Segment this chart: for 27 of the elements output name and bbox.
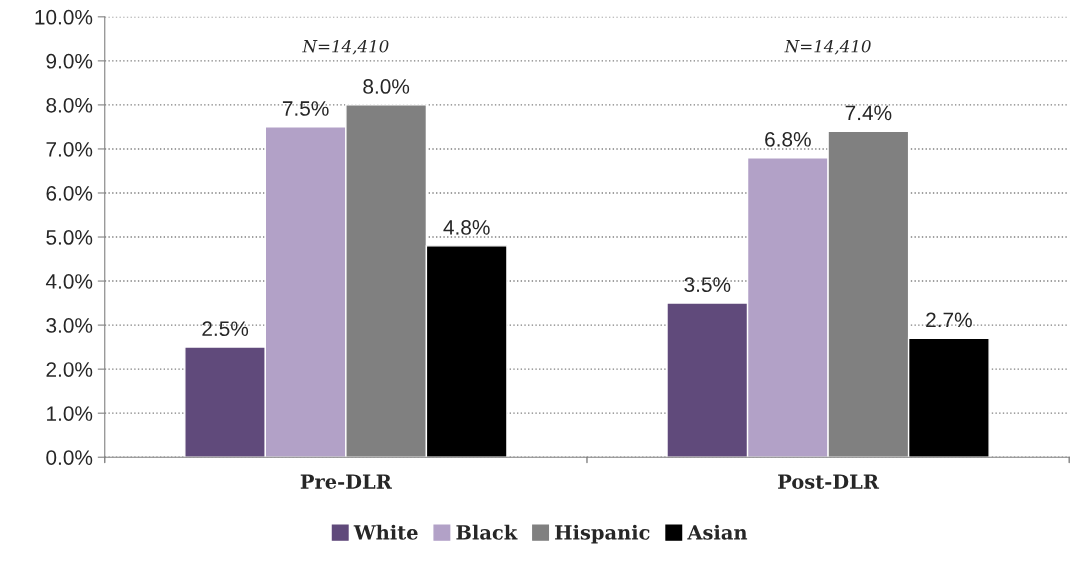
y-tick-label: 10.0% xyxy=(35,9,93,25)
y-tick-label: 6.0% xyxy=(46,185,93,201)
data-label: 2.7% xyxy=(926,312,972,328)
y-tick-label: 7.0% xyxy=(46,141,93,157)
y-tick-label: 3.0% xyxy=(46,318,93,333)
legend-label: Black xyxy=(456,524,518,540)
legend-label: White xyxy=(353,524,418,540)
annotation: N=14,410 xyxy=(784,39,871,55)
y-tick-label: 0.0% xyxy=(46,450,93,465)
data-label: 4.8% xyxy=(443,220,490,235)
y-tick-label: 4.0% xyxy=(45,274,93,289)
y-tick-label: 1.0% xyxy=(47,406,93,421)
data-label: 6.8% xyxy=(765,131,811,147)
data-label: 3.5% xyxy=(684,277,731,293)
y-tick-label: 5.0% xyxy=(46,230,93,245)
x-tick-label: Post-DLR xyxy=(778,474,880,489)
legend-label: Hispanic xyxy=(555,524,650,544)
data-label: 8.0% xyxy=(363,79,410,94)
data-label: 2.5% xyxy=(202,321,249,337)
x-tick-label: Pre-DLR xyxy=(300,474,392,489)
y-tick-label: 2.0% xyxy=(46,362,93,377)
legend-label: Asian xyxy=(687,524,748,540)
data-label: 7.4% xyxy=(845,105,892,121)
y-tick-label: 8.0% xyxy=(46,97,93,113)
data-label: 7.5% xyxy=(282,101,329,116)
y-tick-label: 9.0% xyxy=(46,53,93,69)
annotation: N=14,410 xyxy=(302,39,389,55)
